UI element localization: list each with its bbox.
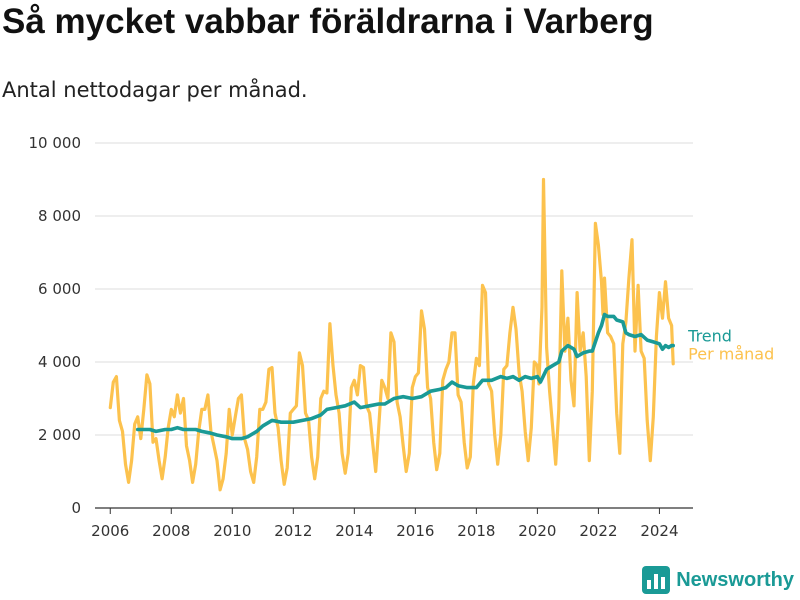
x-tick-label: 2024 [640,522,678,540]
y-tick-label: 2 000 [38,426,81,444]
x-tick-label: 2010 [213,522,251,540]
x-tick-label: 2012 [274,522,312,540]
trend-line [135,312,676,441]
series-lines [108,177,676,492]
trend-series-label: Trend [687,327,732,346]
brand-name: Newsworthy [676,568,794,591]
brand-logo: Newsworthy [642,566,794,594]
page-title: Så mycket vabbar föräldrarna i Varberg [2,2,654,41]
x-tick-label: 2014 [335,522,373,540]
bar-chart-logo-icon [642,566,671,594]
y-tick-label: 10 000 [29,134,82,152]
axes: 0 2 000 4 000 6 000 8 000 10 000 2006 2008 2010 2… [29,134,693,540]
y-tick-label: 4 000 [38,353,81,371]
per-month-series-label: Per månad [688,345,774,364]
x-tick-label: 2020 [518,522,556,540]
chart-subtitle: Antal nettodagar per månad. [2,78,308,102]
y-tick-label: 0 [71,499,81,517]
x-tick-label: 2008 [152,522,190,540]
x-tick-label: 2018 [457,522,495,540]
y-tick-label: 8 000 [38,207,81,225]
x-tick-label: 2022 [579,522,617,540]
x-tick-label: 2016 [396,522,434,540]
per-month-line [108,177,675,492]
x-tick-label: 2006 [91,522,129,540]
y-tick-label: 6 000 [38,280,81,298]
